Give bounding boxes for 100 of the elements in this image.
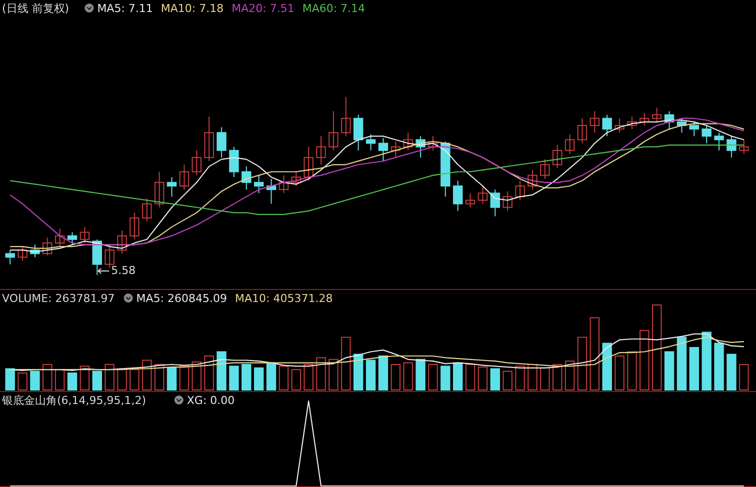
candlestick: [552, 144, 562, 169]
candlestick: [142, 198, 152, 222]
candlestick: [192, 150, 202, 176]
text: MA20: 7.51: [232, 2, 294, 15]
candlestick: [80, 226, 90, 244]
candlestick: [577, 118, 588, 144]
candlestick: [154, 171, 164, 208]
candlestick: [366, 134, 376, 151]
bar: [739, 364, 749, 390]
bar: [590, 317, 600, 390]
candlestick: [242, 166, 252, 190]
bar: [254, 367, 264, 390]
bar: [640, 330, 650, 390]
bar: [390, 364, 401, 390]
bar: [154, 364, 164, 390]
bar: [341, 336, 351, 390]
candlestick: [304, 146, 314, 182]
annotation: 5.58: [111, 264, 136, 277]
bar: [42, 364, 52, 390]
bar: [18, 372, 28, 390]
bar: [528, 364, 538, 390]
candlestick: [478, 186, 488, 204]
candlestick: [564, 134, 575, 154]
candlestick: [452, 180, 463, 212]
candlestick: [216, 126, 226, 158]
candlestick: [403, 132, 413, 151]
candlestick: [378, 137, 388, 162]
candlestick: [166, 176, 177, 198]
candlestick: [689, 121, 700, 137]
bar: [452, 362, 463, 390]
candlestick: [179, 164, 190, 190]
candlestick: [540, 158, 550, 180]
bar: [652, 304, 662, 390]
candlestick: [739, 139, 749, 154]
bar: [577, 336, 588, 390]
bar: [378, 356, 388, 390]
text: MA5: 260845.09: [136, 292, 228, 305]
candlestick: [229, 146, 239, 178]
chart-title: 银底金山角(6,14,95,95,1,2): [1, 394, 146, 407]
candlestick: [590, 110, 600, 134]
candlestick: [42, 237, 52, 256]
candlestick: [18, 246, 28, 262]
candlestick: [353, 114, 364, 151]
bar: [166, 367, 177, 390]
candlestick: [328, 110, 338, 151]
bar: [30, 370, 40, 390]
bar: [192, 361, 202, 390]
bar: [179, 366, 190, 390]
bar: [478, 366, 488, 390]
candlestick: [614, 118, 624, 134]
candlestick: [5, 250, 15, 265]
bar: [689, 347, 700, 390]
bar: [714, 342, 724, 390]
candlestick: [54, 228, 65, 248]
bar: [664, 351, 674, 390]
candlestick: [341, 96, 351, 137]
bar: [403, 362, 413, 390]
candlestick: [92, 238, 102, 276]
bar: [316, 357, 326, 390]
bar: [614, 356, 624, 390]
candlestick: [117, 230, 127, 254]
bar: [726, 354, 736, 390]
candlestick: [130, 212, 140, 240]
candlestick: [602, 114, 612, 137]
bar: [502, 370, 512, 390]
candlestick: [702, 124, 712, 144]
bar: [490, 368, 500, 390]
bar: [278, 366, 289, 390]
bar: [266, 362, 276, 390]
bar: [117, 368, 127, 390]
bar: [92, 370, 102, 390]
bar: [602, 342, 612, 390]
bar: [627, 351, 637, 390]
chart-title: VOLUME: 263781.97: [2, 292, 115, 305]
bar: [130, 369, 140, 390]
bar: [540, 367, 550, 390]
candlestick: [652, 107, 662, 122]
candlestick: [627, 116, 637, 130]
bar: [242, 364, 252, 390]
text: MA5: 7.11: [97, 2, 153, 15]
text: MA10: 7.18: [160, 2, 224, 15]
bar: [304, 364, 314, 390]
bar: [353, 354, 364, 390]
bar: [552, 364, 562, 390]
bar: [465, 364, 476, 390]
bar: [204, 356, 214, 390]
candlestick: [291, 171, 302, 186]
text: MA10: 405371.28: [235, 292, 333, 305]
bar: [328, 358, 338, 390]
bar: [428, 364, 438, 390]
candlestick: [465, 192, 476, 208]
text: MA60: 7.14: [302, 2, 366, 15]
candlestick: [528, 169, 538, 190]
candlestick: [278, 174, 289, 194]
bar: [676, 336, 687, 390]
candlestick: [204, 116, 214, 162]
bar: [515, 366, 525, 390]
bar: [5, 368, 15, 390]
bar: [366, 360, 376, 390]
candlestick: [714, 132, 724, 151]
